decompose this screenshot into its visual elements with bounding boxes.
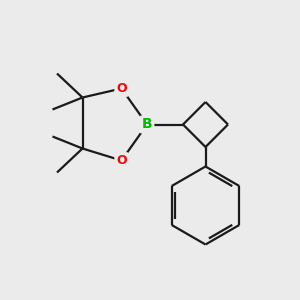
Text: B: B: [142, 118, 152, 131]
Text: O: O: [116, 82, 127, 95]
Text: O: O: [116, 154, 127, 167]
